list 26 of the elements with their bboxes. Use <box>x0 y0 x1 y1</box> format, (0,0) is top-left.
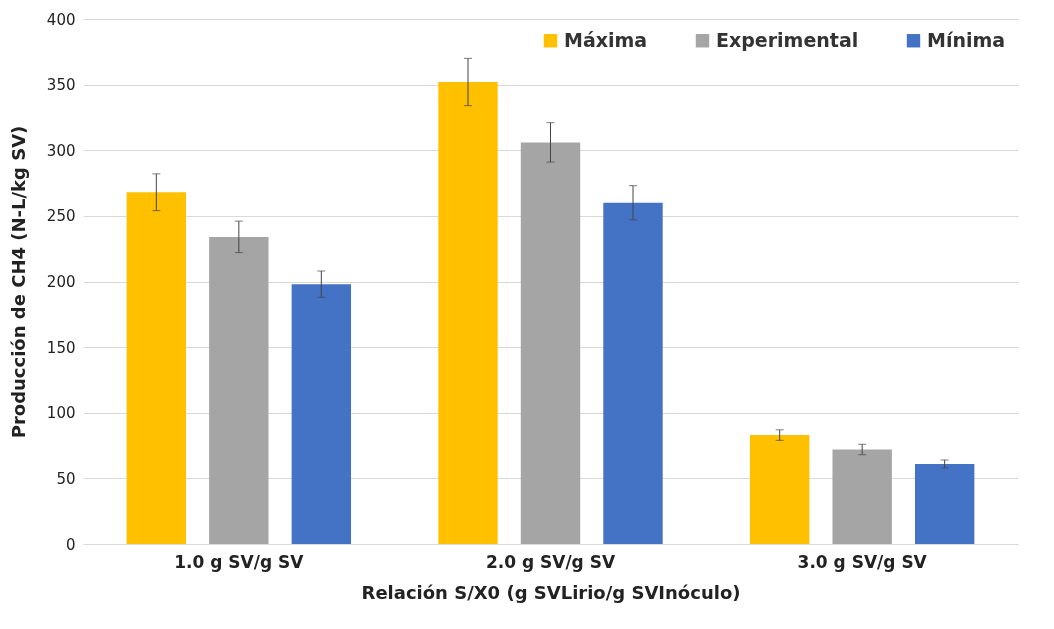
bar <box>603 202 663 544</box>
x-tick-label: 2.0 g SV/g SV <box>485 551 616 572</box>
y-tick-label: 250 <box>46 207 76 226</box>
bar <box>209 236 269 544</box>
x-tick-label: 1.0 g SV/g SV <box>174 551 305 572</box>
y-tick-label: 150 <box>46 338 76 357</box>
bar <box>832 449 892 544</box>
x-axis-title: Relación S/X0 (g SVLirio/g SVInóculo) <box>361 581 741 603</box>
y-tick-label: 400 <box>46 10 76 29</box>
y-tick-label: 50 <box>56 469 76 488</box>
y-tick-label: 350 <box>46 76 76 95</box>
legend-label: Mínima <box>927 28 1006 51</box>
bar <box>126 192 187 544</box>
y-tick-label: 300 <box>46 141 76 160</box>
y-tick-label: 100 <box>46 404 76 423</box>
y-tick-label: 200 <box>46 273 76 291</box>
bar <box>914 463 975 544</box>
legend-label: Máxima <box>564 28 648 51</box>
legend-label: Experimental <box>716 28 859 51</box>
y-axis-title: Producción de CH4 (N-L/kg SV) <box>7 125 29 439</box>
bar <box>291 284 352 544</box>
bar <box>520 142 581 544</box>
bar <box>749 435 810 544</box>
y-tick-label: 0 <box>65 535 76 554</box>
bar <box>438 82 498 544</box>
x-tick-label: 3.0 g SV/g SV <box>797 551 928 572</box>
